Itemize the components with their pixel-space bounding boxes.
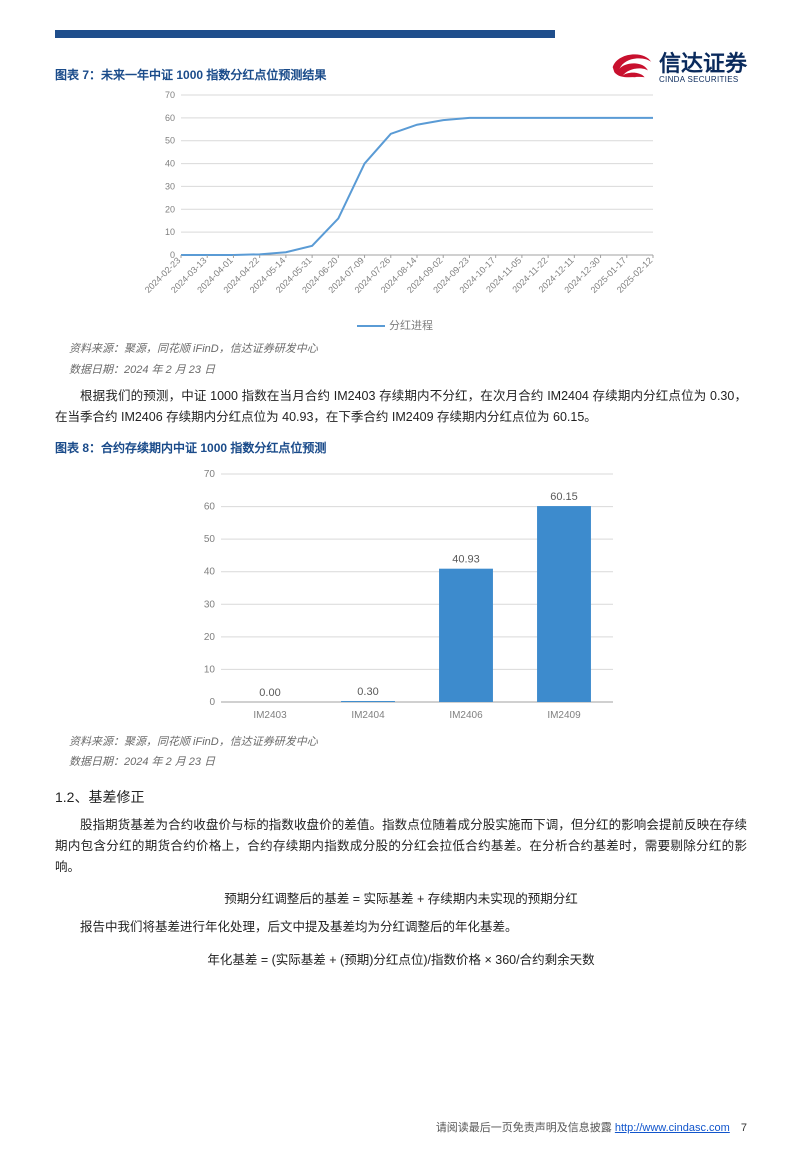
fig7-chart: 0102030405060702024-02-232024-03-132024-…	[55, 87, 747, 337]
paragraph-3: 报告中我们将基差进行年化处理，后文中提及基差均为分红调整后的年化基差。	[55, 917, 747, 938]
svg-text:60: 60	[204, 501, 216, 512]
svg-text:IM2409: IM2409	[547, 710, 581, 721]
logo-text-cn: 信达证券	[659, 53, 747, 75]
fig8-date: 数据日期：2024 年 2 月 23 日	[69, 754, 747, 771]
svg-text:40: 40	[165, 159, 175, 169]
fig8-source: 资料来源：聚源，同花顺 iFinD，信达证券研发中心	[69, 734, 747, 751]
svg-text:40.93: 40.93	[452, 553, 480, 565]
svg-text:60: 60	[165, 113, 175, 123]
paragraph-2: 股指期货基差为合约收盘价与标的指数收盘价的差值。指数点位随着成分股实施而下调，但…	[55, 815, 747, 879]
svg-text:0.00: 0.00	[259, 687, 280, 699]
svg-text:IM2404: IM2404	[351, 710, 385, 721]
svg-text:20: 20	[204, 631, 216, 642]
svg-text:70: 70	[204, 469, 216, 480]
svg-text:40: 40	[204, 566, 216, 577]
svg-text:50: 50	[165, 136, 175, 146]
fig8-chart: 0 10 20 30 40 50 60 70 0.00 IM2403 0.30 IM2404 40.93…	[55, 460, 747, 730]
svg-text:30: 30	[165, 181, 175, 191]
logo-swirl-icon	[611, 50, 653, 86]
logo: 信达证券 CINDA SECURITIES	[611, 50, 747, 86]
svg-text:0.30: 0.30	[357, 686, 378, 698]
formula-2: 年化基差 = (实际基差 + (预期)分红点位)/指数价格 × 360/合约剩余…	[55, 949, 747, 968]
svg-text:IM2406: IM2406	[449, 710, 483, 721]
svg-text:50: 50	[204, 534, 216, 545]
formula-1: 预期分红调整后的基差 = 实际基差 + 存续期内未实现的预期分红	[55, 888, 747, 907]
fig7-date: 数据日期：2024 年 2 月 23 日	[69, 362, 747, 379]
svg-text:30: 30	[204, 599, 216, 610]
svg-text:60.15: 60.15	[550, 491, 578, 503]
svg-text:10: 10	[204, 664, 216, 675]
svg-text:分红进程: 分红进程	[389, 319, 433, 332]
logo-text-en: CINDA SECURITIES	[659, 75, 747, 84]
section-1-2-heading: 1.2、基差修正	[55, 787, 747, 807]
page-number: 7	[741, 1122, 747, 1134]
svg-text:IM2403: IM2403	[253, 710, 287, 721]
svg-text:70: 70	[165, 90, 175, 100]
header-bar	[55, 30, 555, 38]
footer-link[interactable]: http://www.cindasc.com	[615, 1122, 730, 1134]
svg-text:0: 0	[209, 697, 215, 708]
fig8-title: 图表 8：合约存续期内中证 1000 指数分红点位预测	[55, 439, 747, 456]
footer-text: 请阅读最后一页免责声明及信息披露	[436, 1122, 612, 1134]
paragraph-1: 根据我们的预测，中证 1000 指数在当月合约 IM2403 存续期内不分红，在…	[55, 386, 747, 429]
fig7-source: 资料来源：聚源，同花顺 iFinD，信达证券研发中心	[69, 341, 747, 358]
page-content: 图表 7：未来一年中证 1000 指数分红点位预测结果 010203040506…	[0, 38, 802, 968]
svg-text:20: 20	[165, 204, 175, 214]
svg-text:10: 10	[165, 227, 175, 237]
